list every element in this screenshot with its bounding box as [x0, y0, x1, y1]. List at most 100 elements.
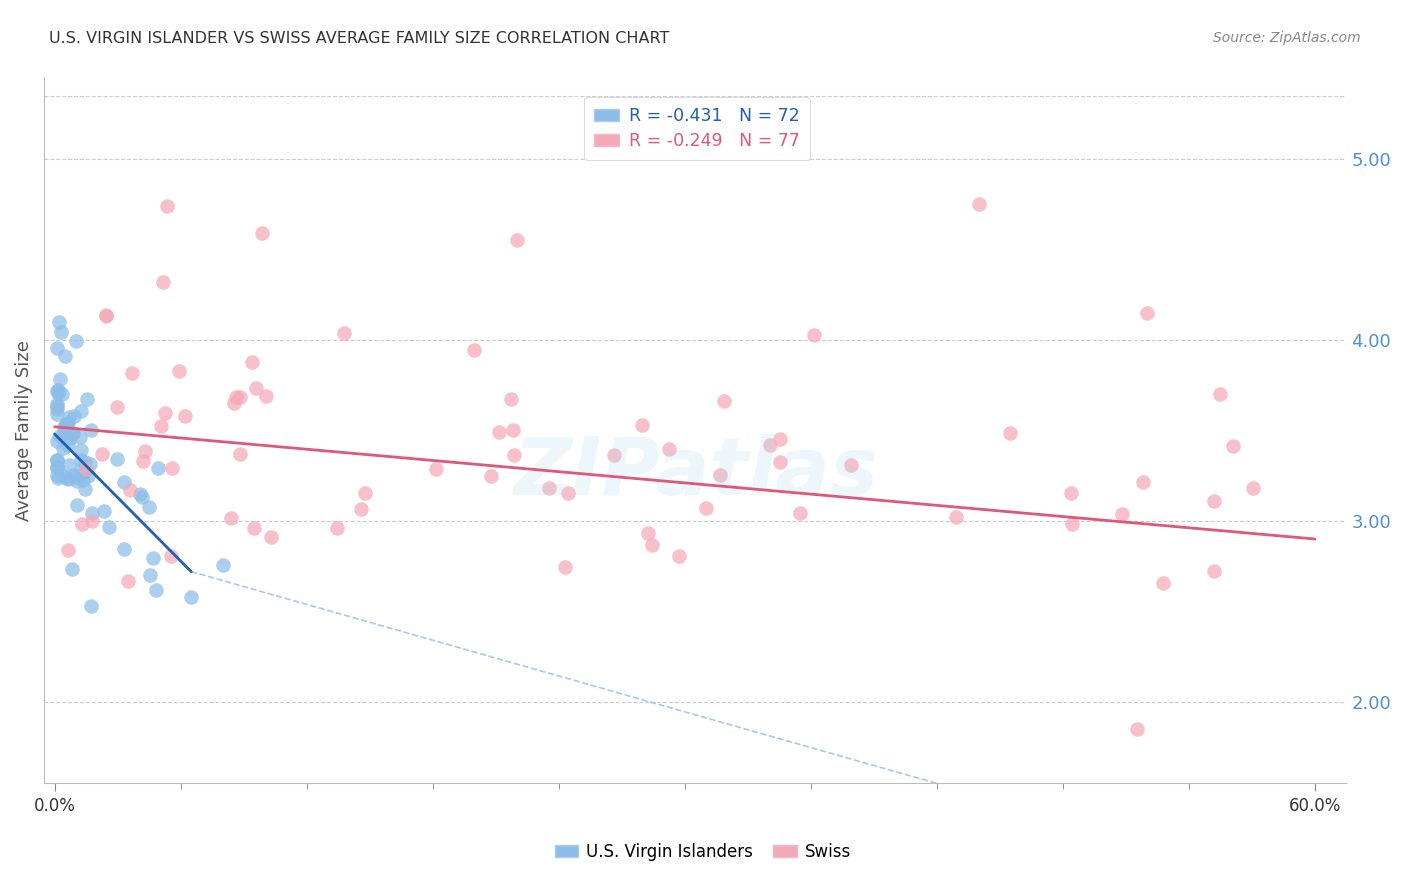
Point	[46, 471, 69, 485]
Point	[1062, 516, 1084, 531]
Point	[425, 461, 447, 475]
Point	[59, 431, 82, 445]
Point	[945, 509, 967, 524]
Legend: U.S. Virgin Islanders, Swiss: U.S. Virgin Islanders, Swiss	[548, 837, 858, 868]
Point	[156, 199, 179, 213]
Point	[45, 397, 67, 411]
Point	[46, 402, 69, 417]
Point	[65, 334, 87, 348]
Point	[967, 197, 990, 211]
Point	[152, 276, 174, 290]
Point	[62, 467, 84, 482]
Point	[49, 429, 72, 443]
Text: Source: ZipAtlas.com: Source: ZipAtlas.com	[1213, 31, 1361, 45]
Point	[1202, 564, 1225, 578]
Point	[537, 481, 560, 495]
Point	[121, 366, 143, 380]
Point	[502, 423, 524, 437]
Point	[803, 328, 825, 343]
Point	[56, 472, 79, 486]
Point	[80, 599, 103, 613]
Point	[139, 567, 162, 582]
Point	[70, 463, 93, 477]
Point	[132, 454, 155, 468]
Point	[243, 521, 266, 535]
Point	[51, 387, 73, 401]
Point	[229, 390, 252, 404]
Legend: R = -0.431   N = 72, R = -0.249   N = 77: R = -0.431 N = 72, R = -0.249 N = 77	[583, 96, 810, 161]
Point	[73, 455, 96, 469]
Point	[333, 326, 356, 341]
Point	[105, 401, 128, 415]
Point	[98, 520, 121, 534]
Point	[219, 511, 242, 525]
Point	[66, 498, 89, 512]
Point	[160, 549, 183, 564]
Point	[45, 407, 67, 421]
Point	[998, 425, 1021, 440]
Point	[353, 486, 375, 500]
Point	[58, 417, 80, 431]
Point	[502, 448, 524, 462]
Point	[325, 521, 347, 535]
Point	[174, 409, 197, 423]
Point	[245, 381, 267, 395]
Point	[56, 438, 79, 452]
Point	[49, 372, 72, 386]
Point	[1111, 507, 1133, 521]
Point	[48, 315, 70, 329]
Point	[82, 507, 104, 521]
Point	[769, 455, 792, 469]
Text: ZIPatlas: ZIPatlas	[513, 434, 877, 512]
Point	[789, 506, 811, 520]
Point	[60, 426, 83, 441]
Point	[73, 466, 96, 480]
Point	[180, 590, 202, 604]
Point	[759, 438, 782, 452]
Point	[557, 485, 579, 500]
Point	[211, 558, 233, 572]
Point	[1222, 439, 1244, 453]
Point	[142, 551, 165, 566]
Point	[228, 447, 250, 461]
Point	[167, 363, 190, 377]
Point	[637, 525, 659, 540]
Point	[1209, 387, 1232, 401]
Point	[45, 460, 67, 475]
Point	[260, 530, 283, 544]
Point	[70, 517, 93, 532]
Point	[488, 425, 510, 440]
Point	[56, 471, 79, 485]
Point	[129, 487, 152, 501]
Point	[250, 226, 273, 240]
Point	[668, 549, 690, 563]
Point	[55, 417, 77, 432]
Point	[131, 490, 153, 504]
Point	[155, 406, 177, 420]
Point	[58, 458, 80, 472]
Point	[1241, 482, 1264, 496]
Point	[240, 355, 263, 369]
Point	[1132, 475, 1154, 490]
Point	[72, 473, 94, 487]
Point	[222, 396, 245, 410]
Point	[162, 461, 184, 475]
Point	[82, 514, 104, 528]
Point	[148, 461, 170, 475]
Point	[70, 404, 93, 418]
Point	[138, 500, 160, 515]
Point	[76, 392, 98, 407]
Point	[120, 483, 142, 498]
Point	[695, 501, 717, 516]
Point	[77, 469, 100, 483]
Point	[45, 460, 67, 475]
Point	[254, 389, 277, 403]
Point	[52, 420, 75, 434]
Point	[62, 426, 84, 441]
Point	[75, 462, 97, 476]
Point	[463, 343, 485, 357]
Point	[56, 416, 79, 430]
Point	[506, 233, 529, 247]
Point	[641, 538, 664, 552]
Point	[769, 432, 792, 446]
